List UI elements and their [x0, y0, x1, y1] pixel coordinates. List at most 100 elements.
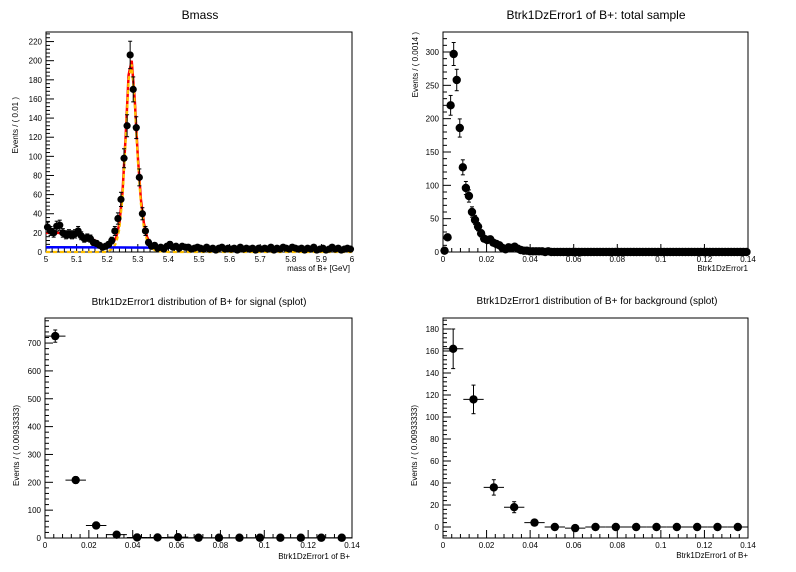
data-point: [611, 522, 621, 532]
x-tick-label: 0.04: [522, 541, 538, 550]
data-point: [652, 522, 661, 532]
data-point: [692, 522, 702, 532]
y-tick-label: 60: [430, 457, 439, 466]
y-tick-label: 200: [426, 115, 440, 124]
data-point: [713, 522, 722, 532]
y-tick-label: 40: [430, 479, 439, 488]
y-tick-label: 40: [33, 210, 42, 219]
x-tick-label: 0.12: [300, 541, 316, 550]
x-tick-label: 5: [44, 255, 49, 264]
data-point: [631, 522, 641, 532]
x-tick-label: 0: [43, 541, 48, 550]
data-point: [467, 207, 477, 217]
data-point: [56, 221, 64, 229]
y-tick-label: 100: [426, 181, 440, 190]
data-point: [337, 533, 346, 542]
x-tick-label: 0.02: [479, 255, 495, 264]
data-point: [550, 522, 560, 532]
data-point: [120, 154, 128, 162]
y-tick-label: 20: [430, 501, 439, 510]
x-tick-label: 0.08: [213, 541, 229, 550]
y-axis-label: Events / ( 0.01 ): [11, 97, 20, 154]
plot-frame: [442, 317, 749, 539]
data-point: [443, 233, 452, 242]
data-point: [111, 227, 119, 235]
x-tick-label: 6: [350, 255, 355, 264]
x-tick-label: 5.2: [102, 255, 114, 264]
data-point: [71, 475, 80, 485]
total-sample-svg: Btrk1DzError1 of B+: total sample 0 0.02 0…: [411, 8, 756, 273]
data-point: [473, 222, 483, 231]
data-point: [440, 246, 449, 255]
y-tick-label: 200: [28, 478, 42, 487]
x-tick-label: 0.04: [125, 541, 141, 550]
x-tick-label: 0.06: [169, 541, 185, 550]
y-tick-label: 180: [29, 76, 43, 85]
data-point: [458, 163, 468, 172]
y-tick-label: 100: [426, 413, 440, 422]
chart-title: Btrk1DzError1 distribution of B+ for sig…: [92, 297, 307, 308]
data-point: [123, 122, 131, 130]
data-point: [446, 101, 455, 110]
total-sample-plot: Btrk1DzError1 of B+: total sample 0 0.02 0…: [398, 0, 796, 286]
data-point: [742, 247, 751, 257]
data-point: [464, 191, 474, 201]
plot-frame: [442, 31, 749, 253]
data-point: [469, 395, 478, 404]
y-tick-label: 80: [33, 171, 42, 180]
y-tick-label: 80: [430, 435, 439, 444]
y-tick-label: 250: [426, 81, 440, 90]
data-point: [591, 522, 600, 532]
x-tick-label: 5.6: [224, 255, 236, 264]
chart-title: Btrk1DzError1 distribution of B+ for bac…: [477, 296, 718, 307]
y-tick-label: 160: [426, 347, 440, 356]
x-tick-label: 0.08: [609, 255, 625, 264]
x-tick-label: 0.1: [655, 255, 667, 264]
y-tick-label: 600: [28, 367, 42, 376]
x-tick-label: 0.1: [655, 541, 667, 550]
data-point: [448, 344, 458, 353]
x-tick-label: 5.5: [193, 255, 205, 264]
plot-frame: [45, 31, 353, 253]
signal-splot-svg: Btrk1DzError1 distribution of B+ for sig…: [12, 297, 360, 561]
data-point: [141, 227, 150, 235]
y-tick-label: 500: [28, 395, 42, 404]
x-tick-label: 0.1: [259, 541, 271, 550]
y-tick-label: 140: [426, 369, 440, 378]
y-tick-label: 0: [37, 534, 42, 543]
data-point: [296, 533, 306, 542]
background-splot-svg: Btrk1DzError1 distribution of B+ for bac…: [410, 296, 756, 560]
plot-frame: [44, 317, 353, 539]
data-point: [91, 521, 101, 530]
x-axis-label: mass of B+ [GeV]: [287, 264, 350, 273]
y-tick-label: 200: [29, 57, 43, 66]
y-tick-label: 50: [430, 215, 439, 224]
data-point: [509, 503, 519, 512]
y-tick-label: 400: [28, 423, 42, 432]
data-point: [117, 195, 125, 203]
x-tick-label: 0.02: [81, 541, 97, 550]
x-axis-label: Btrk1DzError1 of B+: [278, 552, 350, 561]
x-tick-label: 0.06: [566, 255, 582, 264]
data-point: [51, 331, 60, 341]
x-tick-label: 0.06: [566, 541, 582, 550]
data-point: [114, 214, 122, 223]
data-point: [276, 533, 285, 542]
bmass-svg: Bmass 5 5.1 5.2 5.3 5.4 5.5 5.6 5.7 5.8 5.9 602040…: [11, 8, 355, 273]
data-point: [173, 532, 183, 542]
data-point: [135, 173, 143, 181]
data-point: [449, 49, 458, 59]
x-tick-label: 0: [441, 255, 446, 264]
x-tick-label: 5.4: [163, 255, 175, 264]
y-tick-label: 180: [426, 325, 440, 334]
x-tick-label: 5.1: [71, 255, 83, 264]
y-tick-label: 160: [29, 95, 43, 104]
bmass-plot: Bmass 5 5.1 5.2 5.3 5.4 5.5 5.6 5.7 5.8 5.9 6 0 20 40…: [0, 0, 398, 286]
y-tick-label: 220: [29, 38, 43, 47]
y-tick-label: 150: [426, 148, 440, 157]
y-tick-label: 300: [426, 48, 440, 57]
data-point: [132, 533, 142, 542]
data-point: [126, 51, 134, 59]
y-axis-label: Events / ( 0.00933333): [410, 405, 419, 486]
x-tick-label: 5.8: [285, 255, 297, 264]
